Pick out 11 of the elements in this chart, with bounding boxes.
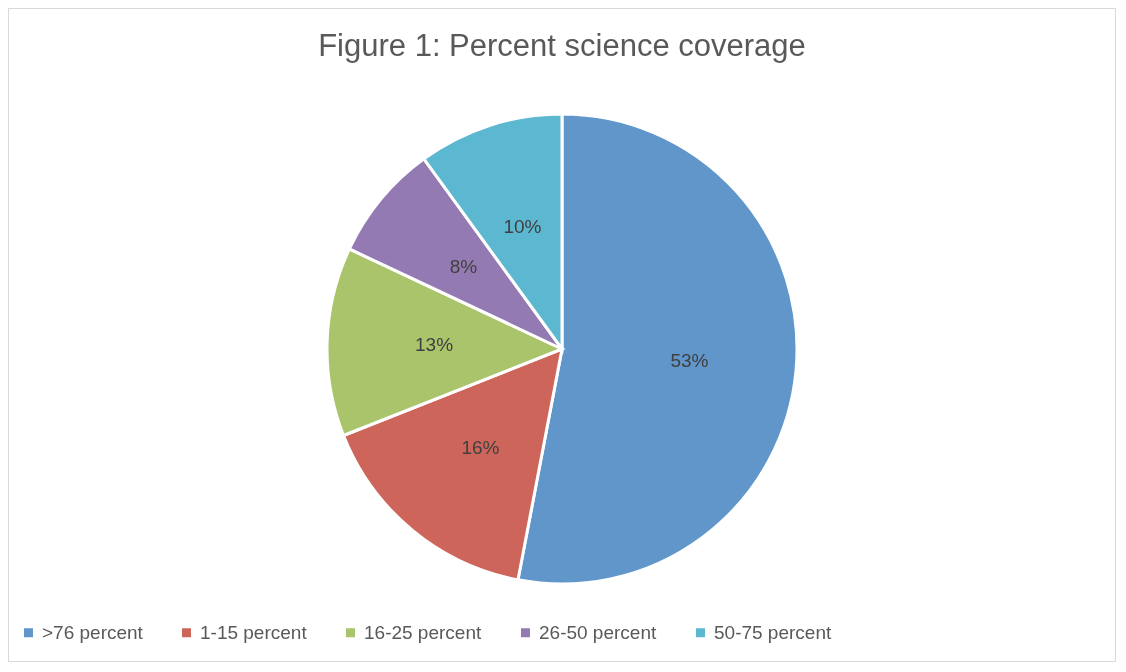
legend-label: 1-15 percent: [200, 621, 308, 643]
data-label: 8%: [449, 256, 478, 278]
legend-label: 50-75 percent: [714, 621, 832, 643]
legend-label: >76 percent: [42, 621, 144, 643]
data-label: 16%: [461, 436, 500, 458]
data-label: 13%: [415, 333, 454, 355]
legend-label: 26-50 percent: [539, 621, 657, 643]
data-label: 10%: [503, 216, 542, 238]
chart-title: Figure 1: Percent science coverage: [318, 28, 806, 63]
data-label: 53%: [670, 350, 709, 372]
legend-label: 16-25 percent: [364, 621, 482, 643]
